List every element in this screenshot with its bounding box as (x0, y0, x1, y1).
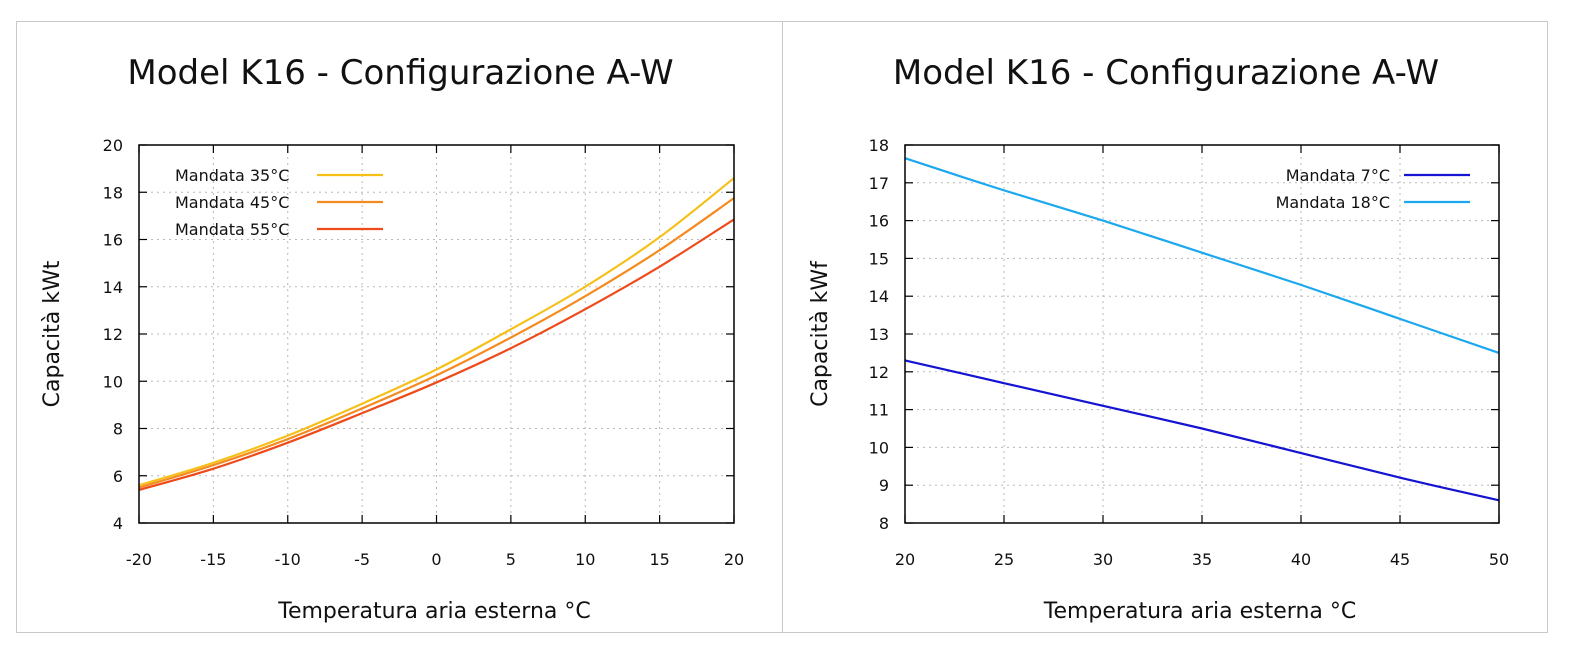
y-tick-label: 18 (103, 183, 123, 202)
legend-label: Mandata 45°C (175, 193, 289, 212)
plot-area-border (138, 144, 735, 524)
y-tick-label: 8 (879, 514, 889, 533)
x-tick-label: 20 (895, 550, 915, 569)
y-tick-label: 6 (113, 467, 123, 486)
series-line-1 (904, 359, 1500, 502)
x-tick-label: 20 (724, 550, 744, 569)
x-tick-label: 30 (1093, 550, 1113, 569)
y-tick-label: 14 (103, 278, 123, 297)
legend-label: Mandata 7°C (1286, 166, 1390, 185)
y-tick-label: 16 (103, 231, 123, 250)
left-chart: Model K16 - Configurazione A-W -20 -15 -10 -… (40, 53, 744, 624)
y-tick-label: 4 (113, 514, 123, 533)
y-tick-label: 15 (869, 249, 889, 268)
x-tick-label: 5 (506, 550, 516, 569)
y-tick-label: 12 (103, 325, 123, 344)
series-line-2 (904, 157, 1500, 354)
x-axis-label: Temperatura aria esterna °C (277, 599, 591, 624)
x-tick-label: 45 (1390, 550, 1410, 569)
y-tick-label: 17 (869, 174, 889, 193)
x-tick-label: 10 (575, 550, 595, 569)
y-tick-label: 16 (869, 212, 889, 231)
x-tick-label: 35 (1192, 550, 1212, 569)
plot-area-border (904, 144, 1500, 524)
x-tick-label: 50 (1489, 550, 1509, 569)
x-tick-label: -20 (126, 550, 152, 569)
legend-label: Mandata 55°C (175, 220, 289, 239)
right-chart: Model K16 - Configurazione A-W 20 25 30 35 40… (808, 53, 1509, 624)
y-tick-label: 11 (869, 401, 889, 420)
y-tick-label: 10 (869, 438, 889, 457)
x-tick-label: -5 (354, 550, 370, 569)
legend-label: Mandata 35°C (175, 166, 289, 185)
y-tick-label: 8 (113, 420, 123, 439)
x-tick-label: 0 (431, 550, 441, 569)
left-chart-panel: Model K16 - Configurazione A-W -20 -15 -10 -… (16, 21, 783, 633)
y-tick-label: 18 (869, 136, 889, 155)
x-tick-label: 40 (1291, 550, 1311, 569)
x-tick-label: -15 (200, 550, 226, 569)
chart-title: Model K16 - Configurazione A-W (893, 53, 1439, 93)
x-axis-label: Temperatura aria esterna °C (1043, 599, 1357, 624)
right-chart-panel: Model K16 - Configurazione A-W 20 25 30 35 40… (782, 21, 1548, 633)
y-tick-label: 20 (103, 136, 123, 155)
series-line-3 (138, 218, 735, 491)
series-line-1 (138, 177, 735, 487)
chart-title: Model K16 - Configurazione A-W (127, 53, 673, 93)
y-axis-label: Capacità kWf (808, 260, 833, 407)
legend-label: Mandata 18°C (1276, 193, 1390, 212)
y-tick-label: 12 (869, 363, 889, 382)
y-tick-label: 9 (879, 476, 889, 495)
x-tick-label: 15 (649, 550, 669, 569)
y-tick-label: 14 (869, 287, 889, 306)
y-tick-label: 13 (869, 325, 889, 344)
x-tick-label: 25 (994, 550, 1014, 569)
series-line-2 (138, 197, 735, 489)
x-tick-label: -10 (275, 550, 301, 569)
y-tick-label: 10 (103, 372, 123, 391)
y-axis-label: Capacità kWt (40, 260, 65, 407)
